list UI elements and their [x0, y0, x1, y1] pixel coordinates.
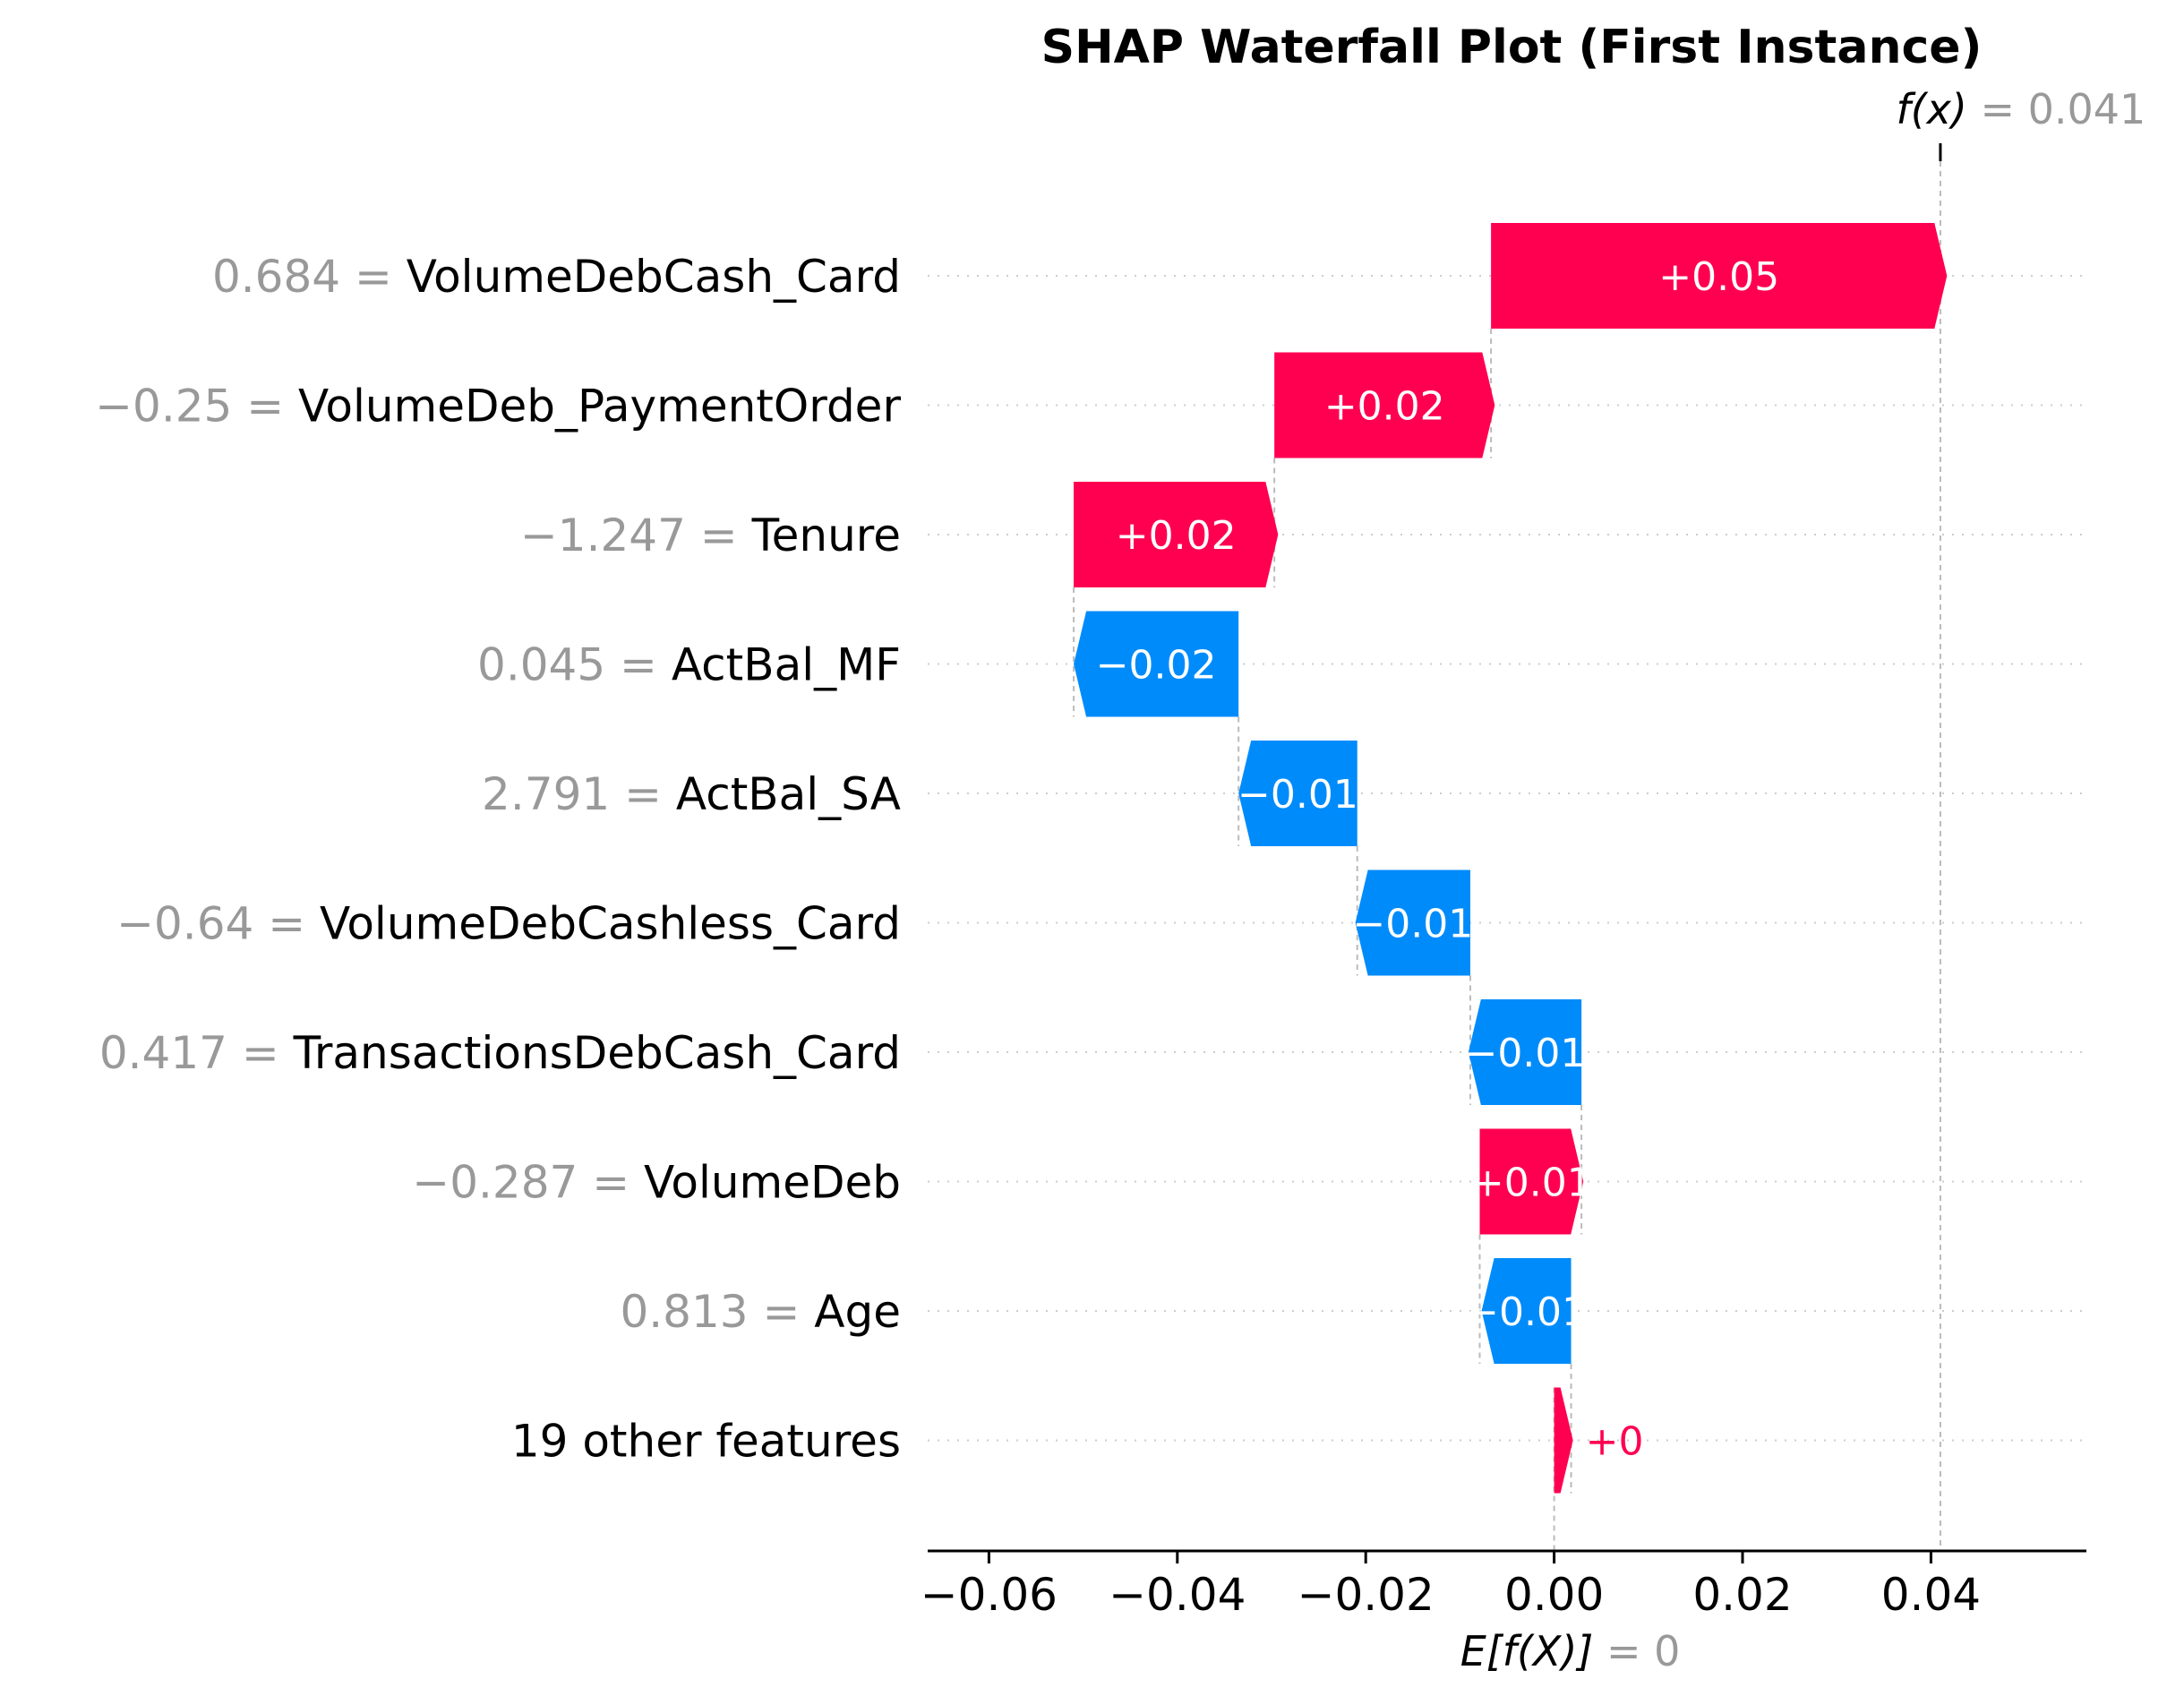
- x-tick-label: 0.04: [1881, 1569, 1981, 1621]
- feature-name: VolumeDebCashless_Card: [320, 898, 901, 950]
- feature-label: 0.684 = VolumeDebCash_Card: [212, 251, 901, 303]
- x-tick-label: 0.00: [1504, 1569, 1604, 1621]
- chart-title: SHAP Waterfall Plot (First Instance): [1041, 21, 1983, 74]
- bar-value-label: −0.02: [1096, 643, 1217, 689]
- output-value-number: = 0.041: [1967, 85, 2145, 133]
- equals-sign: =: [340, 251, 407, 303]
- bar-positive: [1074, 482, 1279, 587]
- bar-positive: [1479, 1128, 1584, 1235]
- feature-name: Age: [814, 1286, 901, 1338]
- bar-value-label: −0.01: [1465, 1031, 1586, 1076]
- equals-sign: =: [610, 768, 676, 820]
- bar-value-label: −0.01: [1352, 902, 1473, 947]
- bar-positive: [1274, 352, 1495, 458]
- bar-positive: [1554, 1387, 1573, 1494]
- feature-labels: 0.684 = VolumeDebCash_Card −0.25 = Volume…: [95, 251, 901, 1468]
- bar-negative: [1468, 999, 1582, 1105]
- bar-negative: [1074, 611, 1239, 717]
- feature-value: −1.247: [520, 510, 686, 561]
- equals-sign: =: [605, 639, 672, 691]
- feature-label: 0.045 = ActBal_MF: [477, 639, 901, 691]
- feature-label: −0.25 = VolumeDeb_PaymentOrder: [95, 381, 901, 433]
- feature-name: ActBal_SA: [676, 768, 901, 820]
- feature-name: Tenure: [751, 510, 901, 561]
- feature-label: 0.417 = TransactionsDebCash_Card: [99, 1027, 901, 1079]
- bar-value-label: −0.01: [1466, 1289, 1587, 1335]
- x-tick-label: −0.02: [1298, 1569, 1435, 1621]
- feature-name: VolumeDeb: [644, 1157, 901, 1209]
- feature-value: 2.791: [482, 768, 610, 820]
- bar-value-label: +0.05: [1658, 254, 1779, 300]
- equals-sign: =: [578, 1157, 644, 1209]
- base-value-number: = 0: [1593, 1627, 1680, 1675]
- x-axis: −0.06 −0.04 −0.02 0.00 0.02 0.04: [921, 1549, 2086, 1621]
- bar-negative: [1481, 1258, 1572, 1364]
- output-value-label: f(x): [1897, 85, 1967, 133]
- feature-name: 19 other features: [511, 1416, 901, 1468]
- feature-label: −1.247 = Tenure: [520, 510, 901, 561]
- feature-value: −0.64: [116, 898, 253, 950]
- base-value-label: E[f(X)]: [1460, 1627, 1594, 1675]
- feature-value: −0.287: [412, 1157, 578, 1209]
- bar-value-label: +0.02: [1324, 384, 1445, 430]
- feature-value: −0.25: [95, 381, 232, 433]
- bar-value-label: +0.02: [1116, 513, 1237, 559]
- feature-label: −0.287 = VolumeDeb: [412, 1157, 901, 1209]
- bar-negative: [1355, 869, 1470, 976]
- feature-label: −0.64 = VolumeDebCashless_Card: [116, 898, 901, 950]
- bar-value-label: −0.01: [1238, 772, 1358, 818]
- feature-name: TransactionsDebCash_Card: [293, 1027, 901, 1079]
- base-value-annotation: E[f(X)] = 0: [1460, 1627, 1681, 1675]
- equals-sign: =: [232, 381, 298, 433]
- equals-sign: =: [227, 1027, 294, 1079]
- bar-negative: [1238, 741, 1358, 846]
- bar-value-label: +0: [1586, 1419, 1644, 1465]
- feature-value: 0.813: [620, 1286, 748, 1338]
- x-tick-label: 0.02: [1692, 1569, 1792, 1621]
- feature-name: VolumeDeb_PaymentOrder: [298, 381, 901, 433]
- feature-label: 0.813 = Age: [620, 1286, 901, 1338]
- bars: +0.05 +0.02 +0.02 −0.02 −0.01 −0.01 −0.01 +0.01…: [1074, 223, 1948, 1494]
- feature-name: ActBal_MF: [672, 639, 901, 691]
- annotations: E[f(X)] = 0 f(x) = 0.041: [1460, 85, 2146, 1675]
- output-value-annotation: f(x) = 0.041: [1897, 85, 2146, 133]
- bar-value-label: +0.01: [1471, 1161, 1592, 1206]
- feature-label: 2.791 = ActBal_SA: [482, 768, 901, 820]
- bar-positive: [1491, 223, 1948, 329]
- feature-value: 0.045: [477, 639, 605, 691]
- feature-value: 0.684: [212, 251, 340, 303]
- x-tick-label: −0.06: [921, 1569, 1058, 1621]
- feature-value: 0.417: [99, 1027, 227, 1079]
- x-tick-label: −0.04: [1109, 1569, 1246, 1621]
- feature-label: 19 other features: [511, 1416, 901, 1468]
- equals-sign: =: [749, 1286, 815, 1338]
- equals-sign: =: [686, 510, 752, 561]
- feature-name: VolumeDebCash_Card: [407, 251, 901, 303]
- equals-sign: =: [253, 898, 320, 950]
